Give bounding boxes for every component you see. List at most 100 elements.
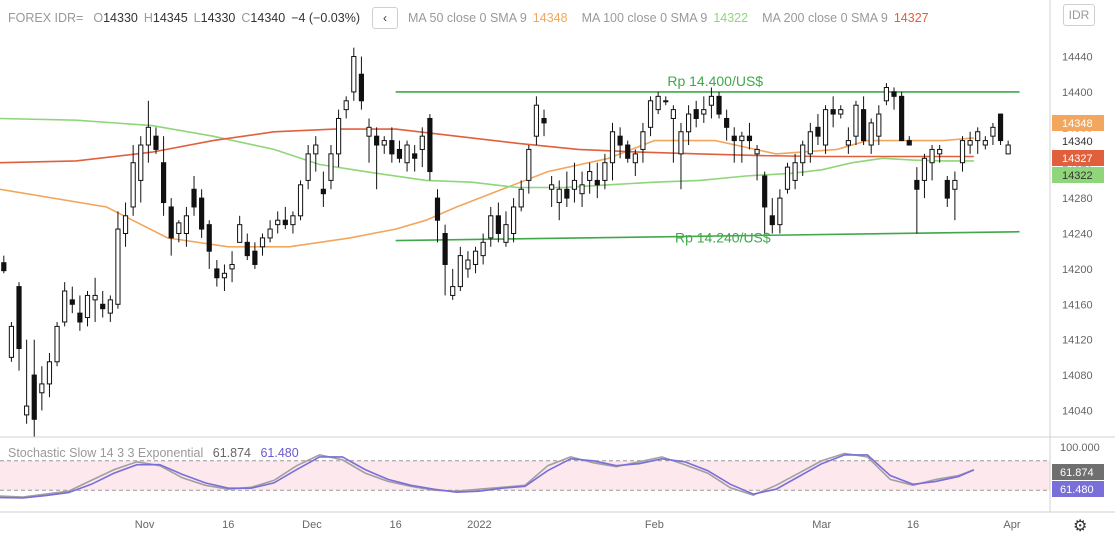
candle-body — [115, 228, 121, 305]
x-tick-label: 2022 — [467, 519, 491, 531]
candle-body — [678, 131, 684, 155]
candle-body — [183, 215, 190, 235]
candle-body — [526, 148, 532, 181]
candle-body — [891, 91, 897, 97]
candle-body — [701, 109, 707, 115]
candle-body — [39, 383, 45, 394]
candle-body — [46, 361, 53, 385]
stoch-line-2 — [0, 454, 975, 499]
change-value: −4 (−0.03%) — [291, 11, 360, 25]
candle-body — [237, 224, 243, 243]
x-tick-label: 16 — [390, 519, 402, 531]
candle-body — [145, 126, 151, 146]
candle-body — [122, 215, 129, 235]
candle-body — [587, 171, 593, 181]
candle-body — [282, 219, 288, 226]
candle-body — [313, 144, 319, 155]
ma50-value: 14348 — [532, 11, 568, 25]
candle-body — [206, 224, 212, 252]
collapse-legend-button[interactable]: ‹ — [371, 7, 398, 29]
candle-body — [845, 140, 851, 146]
gear-icon[interactable]: ⚙ — [1073, 518, 1088, 535]
candle-body — [602, 162, 608, 181]
candle-body — [199, 197, 205, 230]
candle-body — [168, 206, 174, 239]
candle-body — [374, 135, 380, 146]
candle-body — [769, 215, 775, 226]
stoch-line-1 — [0, 452, 975, 498]
candle-body — [138, 144, 144, 181]
ma-line-2 — [0, 117, 974, 189]
candle-body — [967, 140, 973, 146]
candle-body — [921, 157, 928, 181]
price-label-box — [1052, 167, 1104, 183]
y-tick-label: 14440 — [1062, 52, 1093, 64]
support-label: Rp 14.240/US$ — [675, 230, 771, 246]
candle-body — [708, 95, 715, 106]
high-label: H — [143, 11, 153, 25]
candle-body — [807, 131, 813, 155]
candle-body — [358, 73, 365, 102]
candle-body — [275, 219, 281, 226]
y-tick-label: 14040 — [1062, 405, 1093, 417]
candle-body — [959, 140, 966, 164]
candle-body — [625, 144, 631, 159]
candle-body — [906, 140, 912, 146]
candle-body — [221, 272, 228, 279]
legend-header: FOREX IDR= O 14330 H 14345 L 14330 C 14340 −… — [8, 7, 943, 29]
price-label-box — [1052, 150, 1104, 166]
candle-body — [480, 241, 486, 257]
candle-body — [655, 95, 661, 111]
candle-body — [366, 126, 372, 137]
candle-body — [419, 135, 425, 150]
candle-body — [404, 144, 410, 164]
candle-body — [31, 374, 37, 420]
candle-body — [351, 56, 357, 93]
price-label-text: 14322 — [1062, 170, 1093, 182]
candle-body — [343, 100, 349, 111]
candle-body — [427, 117, 433, 173]
candle-body — [937, 148, 943, 155]
ma100-label: MA 100 close 0 SMA 9 — [581, 11, 708, 25]
x-tick-label: Mar — [812, 519, 831, 531]
ma200-label: MA 200 close 0 SMA 9 — [762, 11, 888, 25]
candle-body — [876, 113, 882, 137]
currency-button[interactable]: IDR — [1063, 4, 1095, 26]
candle-body — [214, 268, 220, 279]
candle-body — [100, 303, 106, 310]
candle-body — [160, 162, 167, 204]
candle-body — [503, 224, 509, 243]
ma-line-3 — [0, 128, 974, 164]
candle-body — [229, 263, 235, 270]
high-value: 14345 — [152, 11, 188, 25]
candle-body — [328, 153, 334, 181]
candle-body — [784, 166, 791, 190]
support-line — [395, 230, 1020, 242]
candle-body — [24, 405, 30, 416]
candle-body — [647, 100, 654, 128]
candle-body — [54, 325, 60, 363]
candle-body — [252, 250, 258, 265]
currency-label: IDR — [1068, 8, 1090, 22]
stoch-value-box — [1052, 481, 1104, 497]
candle-body — [990, 126, 996, 137]
candle-body — [914, 179, 920, 190]
candle-body — [1005, 144, 1011, 155]
candle-body — [822, 109, 829, 146]
candle-body — [997, 113, 1004, 142]
candle-body — [693, 109, 699, 119]
indicator-k-value: 61.874 — [212, 446, 251, 460]
ma50-label: MA 50 close 0 SMA 9 — [407, 11, 527, 25]
candle-body — [510, 206, 517, 235]
candle-body — [640, 131, 646, 150]
close-label: C — [241, 11, 251, 25]
candle-body — [176, 222, 182, 235]
price-label-text: 14340 — [1062, 136, 1093, 148]
y-tick-label: 14280 — [1062, 193, 1093, 205]
candle-body — [792, 162, 798, 181]
candle-body — [899, 95, 905, 142]
x-tick-label: Feb — [645, 519, 664, 531]
price-plot: Rp 14.400/US$ Rp 14.240/US$ — [0, 47, 1020, 437]
candle-body — [868, 122, 874, 146]
